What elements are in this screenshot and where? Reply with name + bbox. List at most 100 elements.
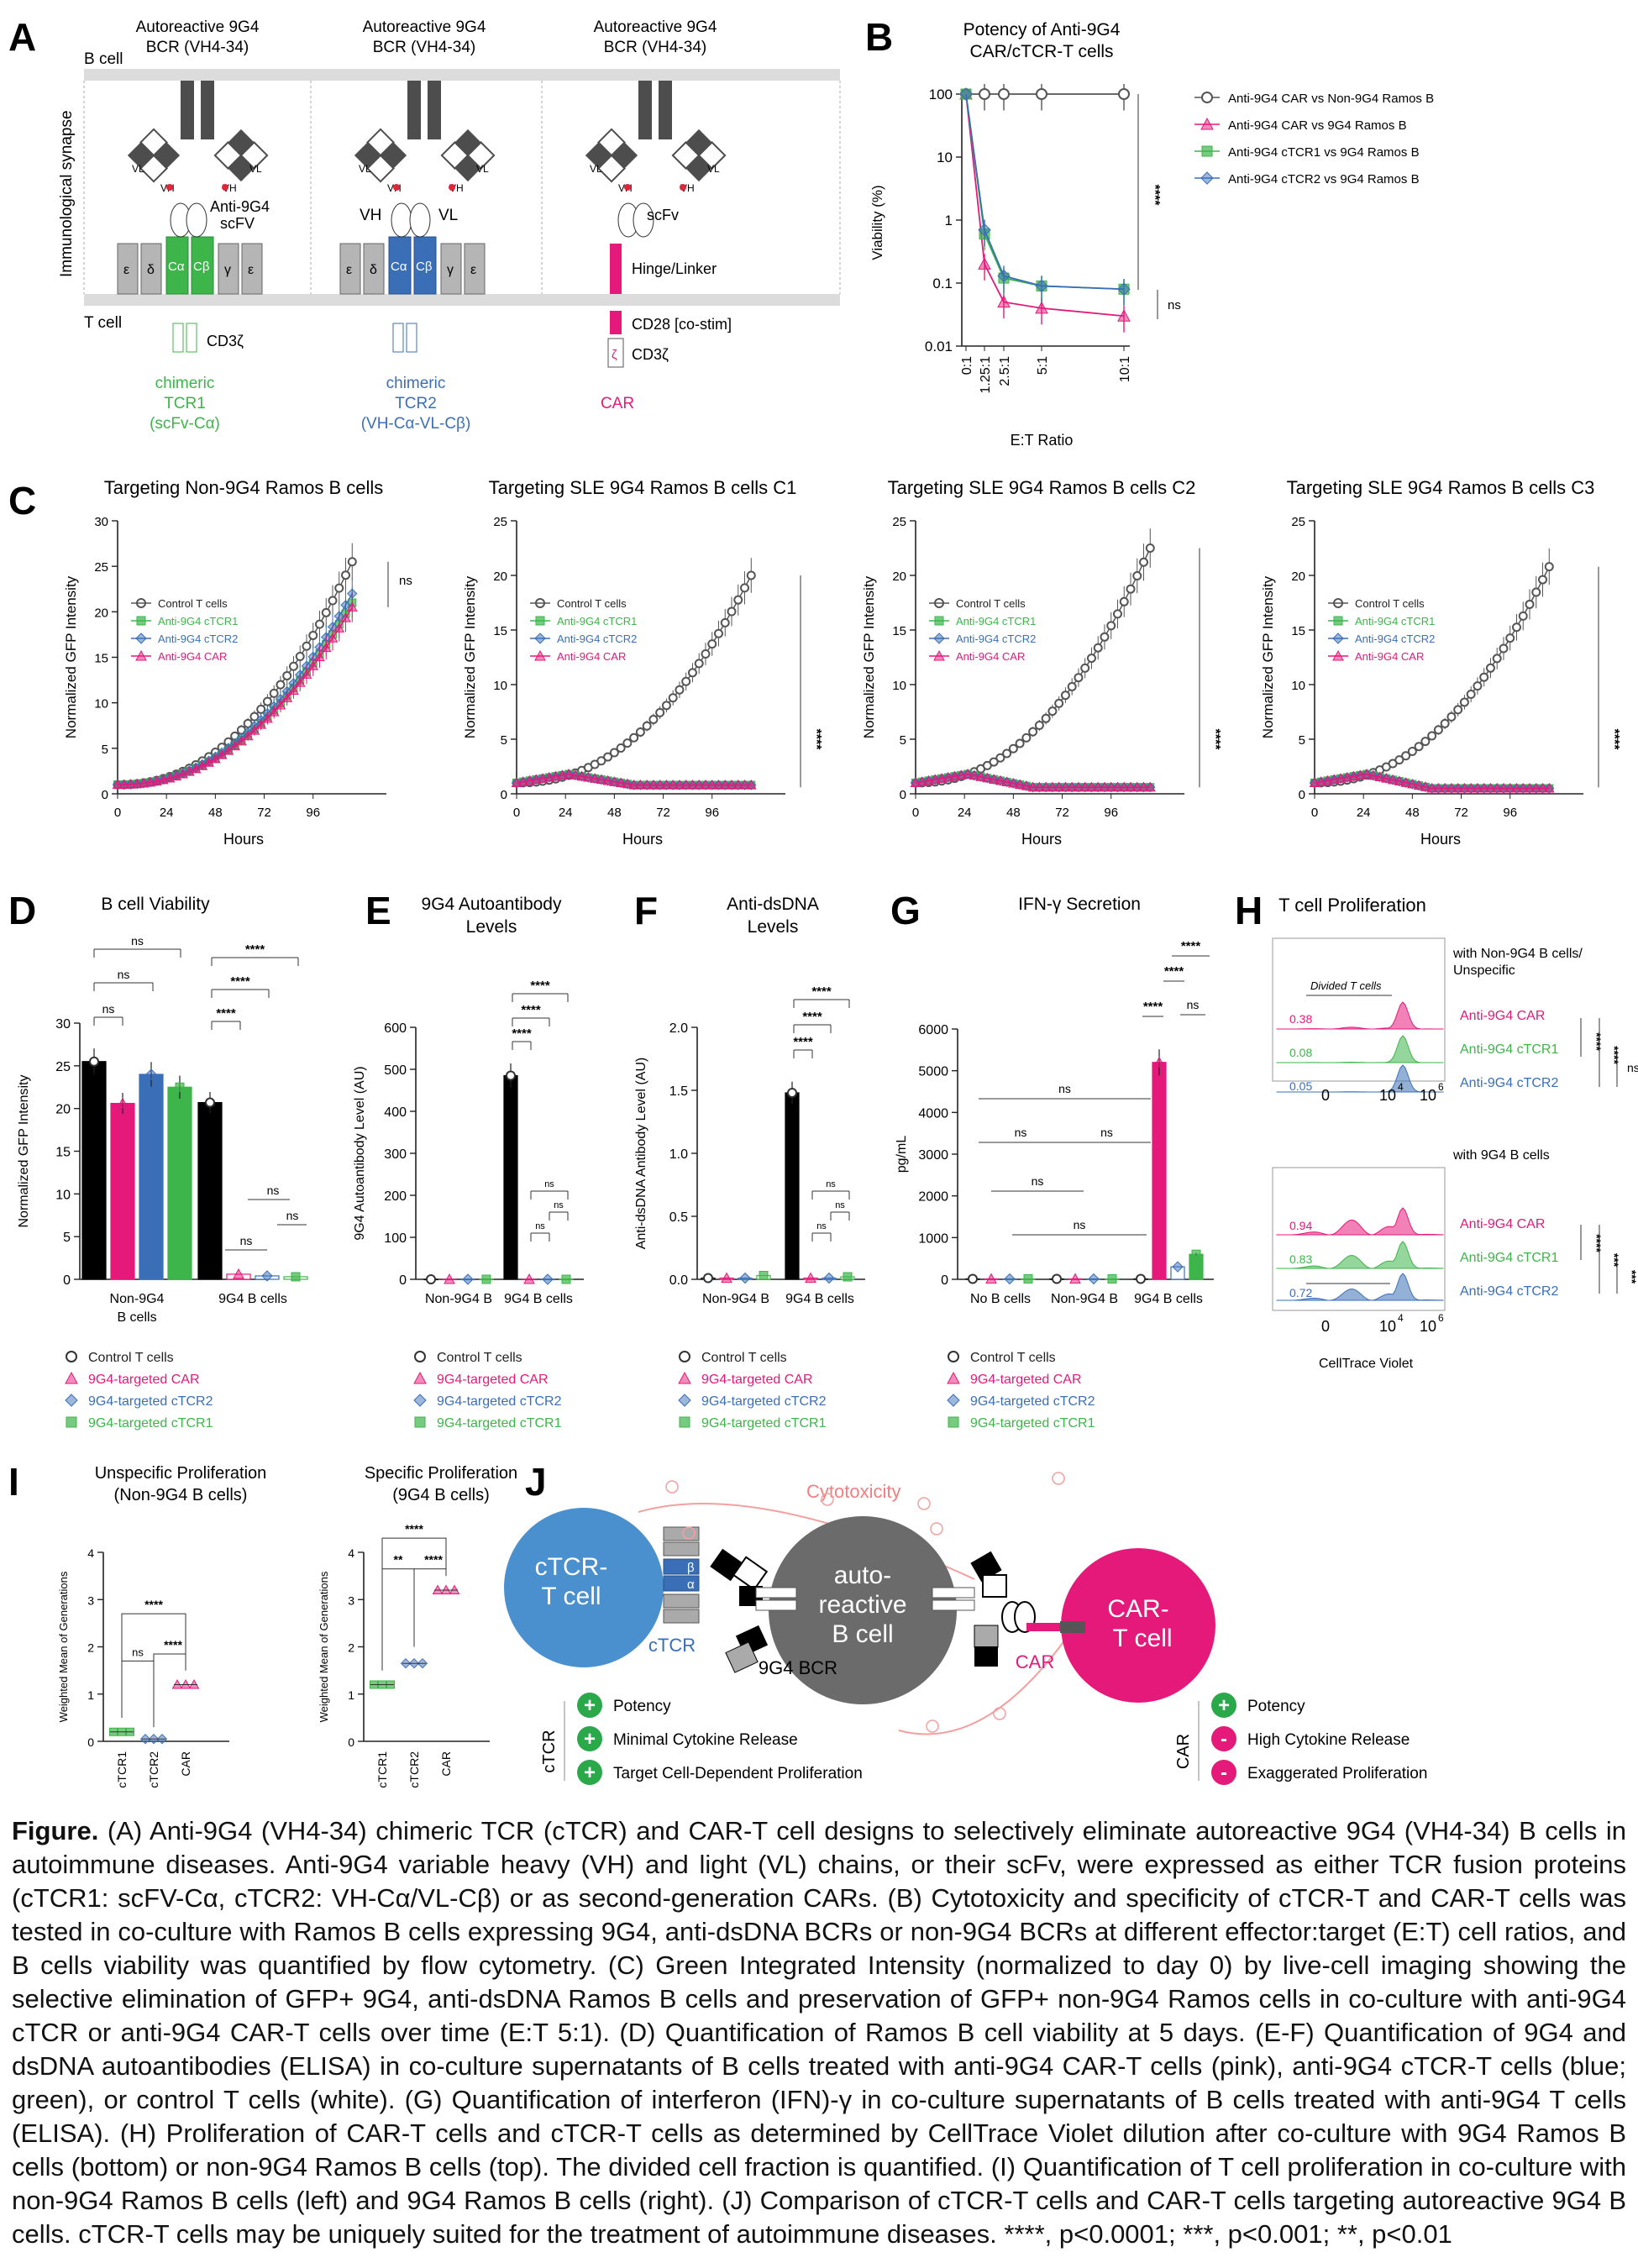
- c-point-3: [255, 719, 267, 729]
- E-point-1-2: [542, 1273, 554, 1285]
- panel-letter-d: D: [8, 889, 36, 932]
- j-left-plus-icon: [577, 1760, 602, 1785]
- panel-letter-c: C: [8, 479, 36, 522]
- c-sig: ****: [1208, 729, 1222, 751]
- c-point-0: [707, 639, 717, 649]
- y-tick-label: 5: [63, 1231, 71, 1245]
- c-point-3: [667, 780, 679, 790]
- i1-sig: ****: [164, 1638, 182, 1651]
- y-tick-label: 1.0: [669, 1147, 688, 1162]
- c-title-0: Targeting Non-9G4 Ramos B cells: [104, 477, 384, 498]
- G-point-1-2: [1088, 1273, 1100, 1285]
- panel-letter-a: A: [8, 15, 36, 59]
- cd3-epsilon-b-label: ε: [346, 263, 352, 277]
- j-car-cell-l1: CAR-: [1107, 1595, 1168, 1623]
- c-point-0: [1106, 621, 1116, 631]
- i1-sig: ****: [144, 1598, 163, 1611]
- c-point-0: [668, 693, 678, 703]
- D-legend-label-0: Control T cells: [88, 1351, 174, 1365]
- vh-loop: [391, 202, 412, 238]
- c-series-line-0: [915, 548, 1151, 784]
- j-b-cell-l1: auto-: [834, 1562, 891, 1589]
- c-point-3: [1400, 777, 1411, 787]
- h-divided-label: Divided T cells: [1310, 979, 1382, 992]
- b-point-3-1: [978, 223, 991, 237]
- c-point-3: [1426, 782, 1437, 793]
- y-tick-label: 1: [348, 1688, 354, 1702]
- c-point-0: [249, 711, 260, 722]
- panel-c-chart-1: Targeting Non-9G4 Ramos B cells 0 5 10 15 20 2…: [63, 477, 412, 848]
- panel-c-chart-3: Targeting SLE 9G4 Ramos B cells C2 0 5 10 15…: [861, 477, 1222, 848]
- bcr-title-2-l1: Autoreactive 9G4: [594, 18, 717, 36]
- G-legend-marker-3: [948, 1416, 959, 1428]
- j-right-minus-icon: [1211, 1726, 1236, 1751]
- G-group-label-2: 9G4 B cells: [1134, 1292, 1203, 1306]
- y-tick-label: 30: [55, 1017, 71, 1032]
- G-legend-marker-0: [948, 1351, 959, 1362]
- c-x-tick-label: 24: [958, 806, 972, 820]
- f-sig: ****: [802, 1010, 822, 1024]
- cd3z-domain: [607, 338, 624, 368]
- E-point-1-3: [561, 1274, 571, 1284]
- c-point-3: [307, 660, 319, 670]
- c-point-0: [1544, 562, 1554, 572]
- D-point-0-1: [117, 1097, 129, 1109]
- c-point-3: [1446, 782, 1457, 793]
- c-point-0: [328, 596, 338, 606]
- c-point-0: [1473, 681, 1483, 691]
- car-scfv-label: scFv: [647, 207, 679, 223]
- c-point-0: [1466, 690, 1476, 700]
- D-bar-0-3: [167, 1086, 192, 1280]
- G-point-2-1: [1153, 1056, 1165, 1068]
- F-legend-label-1: 9G4-targeted CAR: [701, 1373, 813, 1387]
- b-xlabel: E:T Ratio: [1011, 432, 1074, 449]
- c-point-0: [1132, 571, 1142, 581]
- E-point-1-1: [523, 1273, 535, 1284]
- y-tick-label: 5: [501, 733, 507, 748]
- c-point-0: [661, 701, 671, 711]
- y-tick-label: 200: [384, 1189, 407, 1204]
- c-point-3: [1517, 782, 1529, 793]
- h-xtick-4-bottom: 4: [1398, 1312, 1404, 1324]
- y-tick-label: 3: [87, 1593, 94, 1607]
- F-legend-marker-2: [678, 1394, 691, 1407]
- g-sig: ns: [1187, 998, 1200, 1011]
- c-point-0: [1086, 654, 1096, 664]
- j-ctcr-alpha: [663, 1575, 700, 1592]
- c-point-3: [236, 735, 247, 746]
- c-point-0: [1492, 654, 1502, 664]
- panel-e-chart: 9G4 Autoantibody Levels 0 100 200 300 400 500 60…: [353, 895, 584, 1431]
- c-point-0: [1459, 697, 1469, 707]
- D-bar-0-1: [110, 1102, 135, 1280]
- h-xtick-10b-top: 10: [1420, 1087, 1436, 1104]
- c-point-3: [687, 780, 698, 790]
- tcr2-line3: (VH-Cα-VL-Cβ): [361, 415, 471, 433]
- c-legend-label-1: Anti-9G4 cTCR1: [557, 615, 637, 627]
- j-bcr-right-arm-2: [932, 1599, 975, 1611]
- c-point-0: [269, 688, 279, 698]
- F-legend-label-0: Control T cells: [701, 1351, 787, 1365]
- c-x-tick-label: 24: [559, 806, 573, 820]
- h-xtick-0-top: 0: [1321, 1087, 1330, 1104]
- c-point-3: [1413, 780, 1425, 790]
- G-point-2-2: [1172, 1261, 1184, 1273]
- E-ylabel: 9G4 Autoantibody Level (AU): [353, 1066, 367, 1240]
- y-tick-label: 30: [94, 515, 108, 529]
- t-cell-membrane: [84, 294, 840, 306]
- bcr-vh-2-0: [611, 142, 638, 169]
- c-point-0: [282, 670, 292, 680]
- F-legend-marker-1: [678, 1371, 691, 1384]
- c-point-0: [1401, 751, 1411, 761]
- zeta-box-3: [392, 323, 404, 353]
- h-sig-bottom-1: ****: [1590, 1234, 1604, 1252]
- F-point-1-2: [823, 1272, 835, 1284]
- j-ctcr-cell-l2: T cell: [541, 1583, 601, 1610]
- bcr-heavy-right-2: [659, 81, 672, 139]
- G-group-label-0: No B cells: [970, 1292, 1031, 1306]
- G-ylabel: pg/mL: [895, 1136, 909, 1173]
- c-x-tick-label: 0: [513, 806, 520, 820]
- c-point-0: [1074, 673, 1084, 683]
- c-point-3: [719, 780, 731, 790]
- c-ylabel-1: Normalized GFP Intensity: [462, 575, 478, 738]
- y-tick-label: 1000: [918, 1231, 948, 1246]
